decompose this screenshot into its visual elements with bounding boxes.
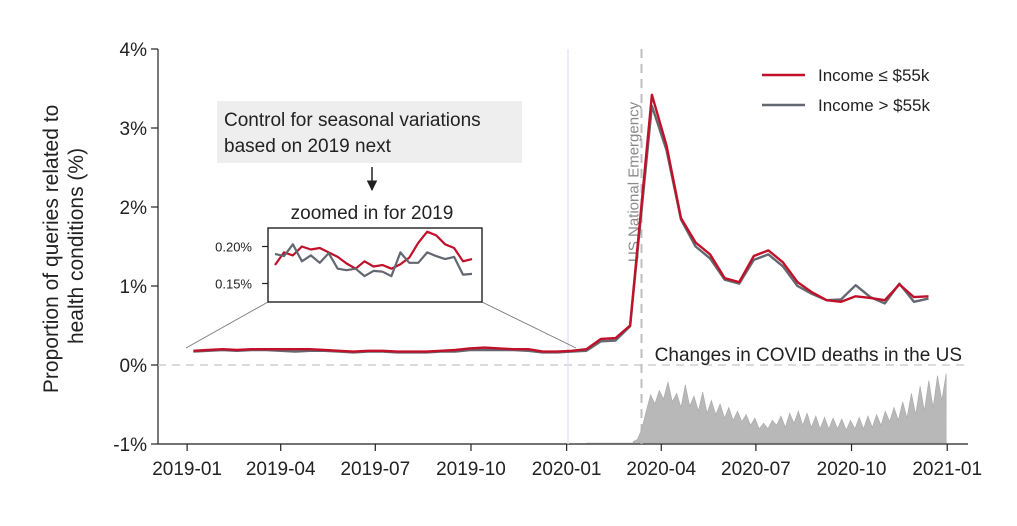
inset-y-tick-label: 0.20%	[215, 240, 252, 255]
national-emergency-label: US National Emergency	[626, 101, 643, 262]
inset-title: zoomed in for 2019	[291, 203, 454, 224]
y-axis-label: Proportion of queries related to health …	[40, 99, 88, 393]
x-tick-label: 2019-01	[152, 459, 222, 480]
x-tick-group: 2019-01 2019-04 2019-07 2019-10 2020-01 2020-…	[152, 444, 982, 480]
series-line-low-income	[193, 93, 929, 353]
zoom-connector-left	[185, 301, 269, 349]
y-tick-label: 3%	[120, 119, 148, 140]
y-tick-group: 4% 3% 2% 1% 0% -1%	[113, 40, 158, 456]
seasonal-note-line-2: based on 2019 next	[224, 136, 392, 157]
legend-label-low-income: Income ≤ $55k	[818, 66, 930, 85]
x-tick-label: 2021-01	[912, 459, 982, 480]
y-tick-label: -1%	[113, 435, 147, 456]
inset-line-low-income	[274, 230, 473, 270]
x-tick-label: 2020-01	[532, 459, 602, 480]
y-axis-label-line-2: health conditions (%)	[65, 148, 88, 344]
seasonal-note-box	[217, 101, 522, 163]
seasonal-note-line-1: Control for seasonal variations	[224, 110, 481, 131]
x-tick-label: 2020-07	[721, 459, 791, 480]
x-tick-label: 2020-10	[817, 459, 887, 480]
series-group	[193, 93, 929, 354]
y-tick-label: 0%	[120, 356, 148, 377]
inset-group: 0.20% 0.15%	[215, 230, 473, 292]
y-tick-label: 2%	[120, 198, 148, 219]
x-tick-label: 2019-04	[246, 459, 316, 480]
x-tick-label: 2020-04	[626, 459, 696, 480]
covid-deaths-area	[586, 373, 947, 444]
x-tick-label: 2019-07	[340, 459, 410, 480]
legend-label-high-income: Income > $55k	[818, 96, 930, 115]
covid-deaths-label: Changes in COVID deaths in the US	[655, 345, 962, 366]
inset-y-tick-label: 0.15%	[215, 277, 252, 292]
y-tick-label: 4%	[120, 40, 148, 61]
legend: Income ≤ $55k Income > $55k	[762, 66, 930, 115]
inset-frame	[267, 227, 483, 303]
covid-deaths-area-group	[586, 373, 947, 444]
inset-line-high-income	[274, 243, 473, 278]
y-tick-label: 1%	[120, 277, 148, 298]
zoom-connector-right	[481, 301, 577, 349]
x-tick-label: 2019-10	[436, 459, 506, 480]
y-axis-label-line-1: Proportion of queries related to	[40, 105, 63, 393]
